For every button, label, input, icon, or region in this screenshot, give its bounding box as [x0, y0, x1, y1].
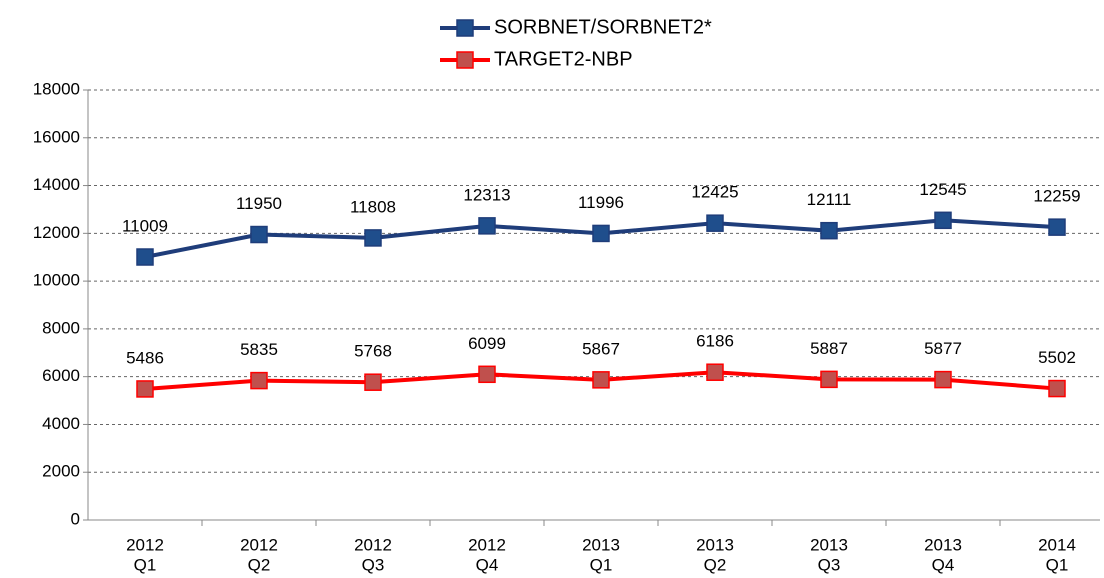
- data-label: 5867: [582, 339, 620, 358]
- legend-marker: [456, 19, 474, 37]
- y-tick-label: 6000: [42, 366, 80, 385]
- x-tick-label: Q1: [590, 555, 613, 574]
- data-label: 6099: [468, 334, 506, 353]
- x-tick-label: 2013: [582, 535, 620, 554]
- marker: [820, 221, 838, 240]
- x-tick-label: Q1: [134, 555, 157, 574]
- x-tick-label: 2013: [696, 535, 734, 554]
- data-label: 5887: [810, 339, 848, 358]
- marker: [1048, 379, 1066, 398]
- legend-marker: [456, 51, 474, 69]
- data-label: 12111: [807, 190, 852, 209]
- x-tick-label: Q3: [362, 555, 385, 574]
- data-label: 11808: [350, 197, 396, 216]
- data-label: 12259: [1033, 187, 1080, 206]
- data-label: 6186: [696, 332, 734, 351]
- marker: [478, 365, 496, 384]
- x-tick-label: 2012: [126, 535, 164, 554]
- legend-label: SORBNET/SORBNET2*: [494, 16, 712, 38]
- data-label: 11950: [236, 194, 282, 213]
- y-tick-label: 2000: [42, 462, 80, 481]
- marker: [250, 371, 268, 390]
- marker: [364, 373, 382, 391]
- y-tick-label: 18000: [33, 79, 80, 98]
- marker: [934, 211, 952, 230]
- y-tick-label: 0: [71, 509, 80, 528]
- data-label: 5486: [126, 348, 164, 367]
- x-tick-label: Q4: [932, 555, 955, 574]
- y-tick-label: 10000: [33, 271, 80, 290]
- x-tick-label: 2013: [810, 535, 848, 554]
- marker: [1048, 218, 1066, 236]
- x-tick-label: Q3: [818, 555, 841, 574]
- marker: [820, 370, 838, 389]
- x-tick-label: 2012: [354, 535, 392, 554]
- data-label: 5768: [354, 342, 392, 361]
- marker: [136, 380, 154, 398]
- x-tick-label: 2014: [1038, 535, 1076, 554]
- data-label: 12313: [463, 185, 510, 204]
- marker: [706, 214, 724, 232]
- x-tick-label: Q4: [476, 555, 499, 574]
- marker: [592, 224, 610, 243]
- x-tick-label: Q2: [248, 555, 271, 574]
- legend-label: TARGET2-NBP: [494, 48, 633, 70]
- marker: [706, 363, 724, 381]
- data-label: 11009: [122, 216, 168, 235]
- marker: [250, 225, 268, 244]
- y-tick-label: 16000: [33, 127, 80, 146]
- marker: [934, 370, 952, 389]
- y-tick-label: 8000: [42, 318, 80, 337]
- y-tick-label: 12000: [33, 223, 80, 242]
- x-tick-label: 2012: [240, 535, 278, 554]
- y-tick-label: 14000: [33, 175, 80, 194]
- data-label: 12545: [919, 180, 966, 199]
- data-label: 5877: [924, 339, 962, 358]
- x-tick-label: Q2: [704, 555, 727, 574]
- marker: [478, 217, 496, 235]
- data-label: 5502: [1038, 348, 1076, 367]
- marker: [592, 371, 610, 389]
- x-tick-label: 2012: [468, 535, 506, 554]
- y-tick-label: 4000: [42, 414, 80, 433]
- marker: [364, 229, 382, 247]
- x-tick-label: 2013: [924, 535, 962, 554]
- data-label: 5835: [240, 340, 278, 359]
- x-tick-label: Q1: [1046, 555, 1069, 574]
- data-label: 12425: [691, 183, 738, 202]
- marker: [136, 248, 154, 266]
- data-label: 11996: [578, 193, 624, 212]
